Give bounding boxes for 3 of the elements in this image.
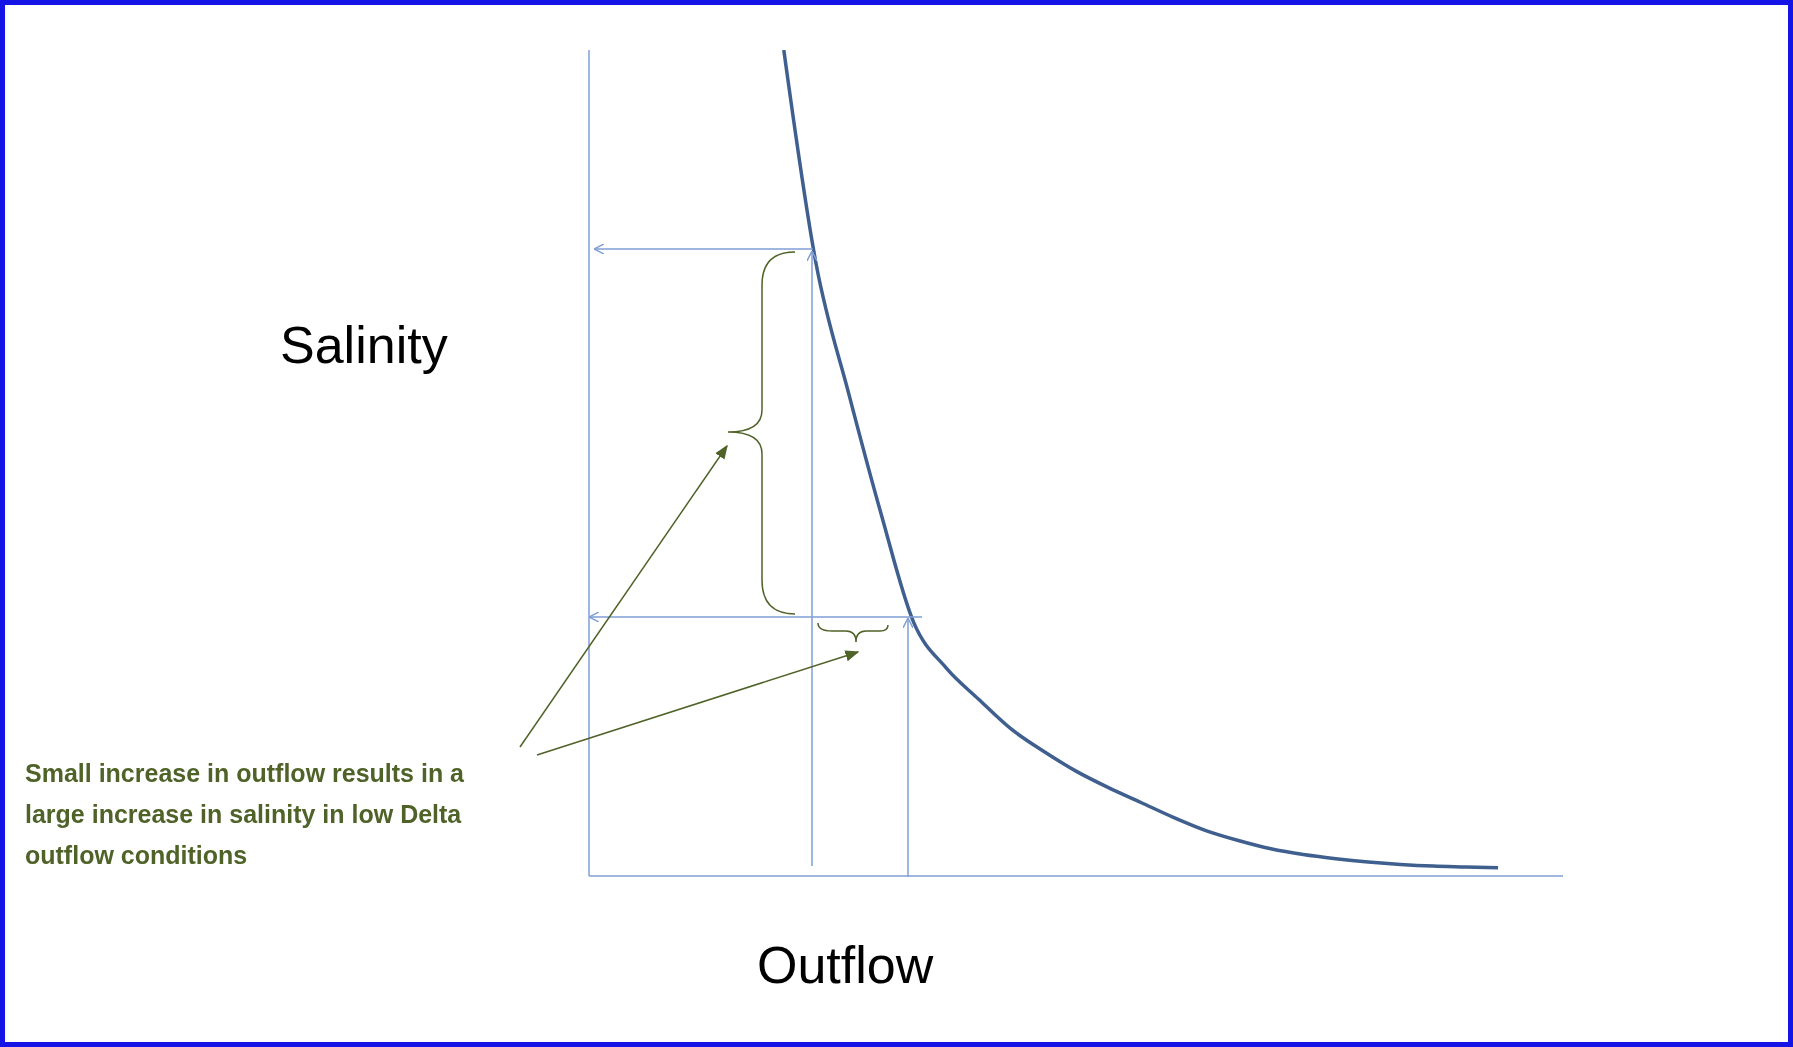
x-axis-title: Outflow (757, 935, 934, 995)
y-axis-title: Salinity (280, 315, 448, 375)
text: Small increase in outflow results in a large increase in salinity in low Delta outflow conditions (25, 758, 465, 871)
